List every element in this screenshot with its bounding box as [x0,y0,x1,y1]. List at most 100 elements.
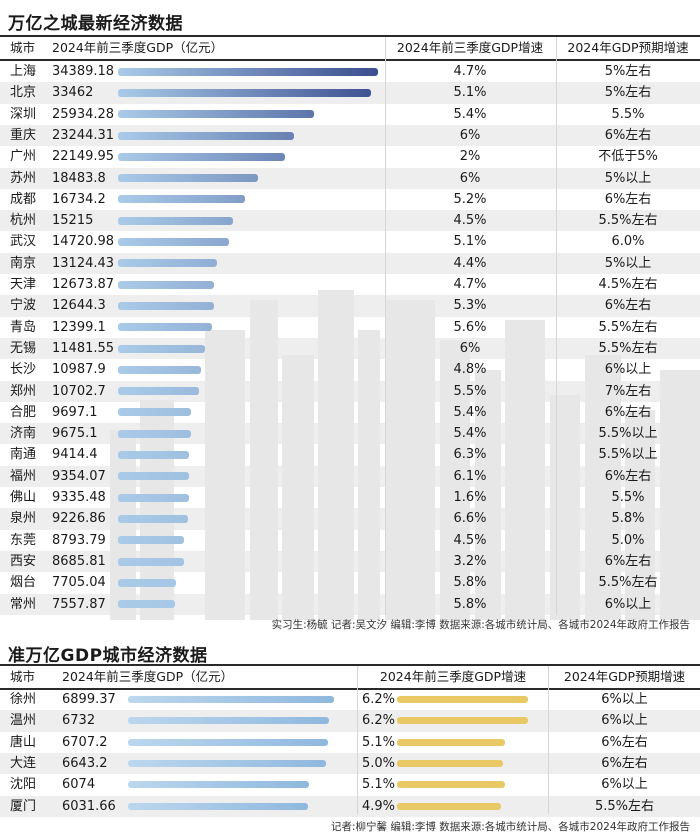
table-row: 福州 9354.07 6.1% 6%左右 [0,465,700,487]
table-row: 济南 9675.1 5.4% 5.5%以上 [0,423,700,445]
gdp-growth: 4.7% [453,64,487,79]
gdp-value: 11481.55 [52,340,115,356]
table-row: 泉州 9226.86 6.6% 5.8% [0,508,700,530]
city-name: 杭州 [10,213,37,229]
gdp-target: 5.5%左右 [594,798,655,814]
gdp-growth: 4.8% [453,362,487,378]
gdp-target: 5%以上 [604,170,652,186]
column-divider [385,37,386,615]
gdp-value: 9354.07 [52,468,106,484]
table-row: 天津 12673.87 4.7% 4.5%左右 [0,274,700,295]
growth-bar [397,717,528,725]
gdp-bar [118,88,371,97]
gdp-growth: 6.2% [362,713,396,729]
column-divider [357,666,358,814]
gdp-growth: 6.3% [453,447,487,463]
gdp-target: 4.5%左右 [598,277,658,292]
gdp-bar [118,578,177,587]
table-row: 唐山 6707.2 5.1% 6%左右 [0,732,700,753]
gdp-value: 15215 [52,213,94,229]
gdp-bar [118,472,189,481]
table-row: 北京 33462 5.1% 5%左右 [0,82,700,104]
gdp-value: 23244.31 [52,127,115,143]
gdp-growth: 5.1% [362,734,396,750]
city-name: 温州 [10,713,37,729]
section2-title: 准万亿GDP城市经济数据 [8,646,208,666]
gdp-value: 12399.1 [52,319,106,335]
gdp-value: 6074 [62,777,96,793]
section1-title: 万亿之城最新经济数据 [8,14,183,34]
gdp-bar [118,514,188,523]
city-name: 烟台 [10,575,37,591]
table-row: 西安 8685.81 3.2% 6%左右 [0,550,700,573]
col-city-header: 城市 [10,40,36,55]
table-row: 重庆 23244.31 6% 6%左右 [0,124,700,147]
growth-bar [397,738,505,746]
growth-bar [397,802,501,810]
gdp-value: 16734.2 [52,191,106,207]
gdp-bar [118,131,294,140]
gdp-bar [118,344,205,353]
gdp-target: 5.5%左右 [598,575,658,591]
header-top-rule [0,664,700,666]
gdp-target: 6%左右 [601,734,648,750]
gdp-target: 6%以上 [604,596,652,612]
table-row: 温州 6732 6.2% 6%以上 [0,710,700,732]
gdp-value: 6707.2 [62,734,108,750]
gdp-bar [118,557,184,566]
gdp-target: 5.5%左右 [598,213,658,229]
gdp-growth: 6% [459,340,481,356]
gdp-growth: 6% [459,127,481,143]
gdp-bar [128,717,329,725]
gdp-growth: 6.6% [453,511,487,527]
gdp-value: 33462 [52,85,94,101]
gdp-value: 8685.81 [52,553,106,569]
table-row: 宁波 12644.3 5.3% 6%左右 [0,295,700,317]
gdp-target: 6%以上 [601,692,648,707]
gdp-growth: 5.4% [453,426,487,442]
city-name: 东莞 [10,532,37,548]
gdp-growth: 4.9% [362,798,396,814]
city-name: 成都 [10,191,37,207]
table-row: 合肥 9697.1 5.4% 6%左右 [0,402,700,423]
city-name: 无锡 [10,340,37,356]
growth-bar [397,760,503,768]
gdp-target: 不低于5% [598,149,658,165]
gdp-growth: 5.5% [453,383,487,399]
gdp-growth: 4.7% [453,277,487,292]
column-divider [556,37,557,615]
gdp-growth: 6.2% [362,692,396,707]
gdp-bar [118,216,234,225]
city-name: 南京 [10,255,37,271]
table-row: 常州 7557.87 5.8% 6%以上 [0,593,700,615]
gdp-bar [118,238,230,247]
col-city-header: 城市 [10,669,36,684]
gdp-value: 6732 [62,713,96,729]
city-name: 北京 [10,85,37,101]
section1-footnote: 实习生:杨毓 记者:吴文汐 编辑:李博 数据来源:各城市统计局、各城市2024年… [271,619,690,631]
city-name: 武汉 [10,234,37,250]
col-gdp-header: 2024年前三季度GDP（亿元） [62,669,234,684]
table-row: 深圳 25934.28 5.4% 5.5% [0,104,700,125]
gdp-growth: 6.1% [453,468,487,484]
gdp-bar [118,365,202,374]
gdp-bar [118,323,212,332]
city-name: 天津 [10,277,37,292]
section2-footnote: 记者:柳宁馨 编辑:李博 数据来源:各城市统计局、各城市2024年政府工作报告 [330,821,690,833]
gdp-target: 6%左右 [601,755,648,771]
gdp-value: 9414.4 [52,447,98,463]
city-name: 佛山 [10,490,37,505]
gdp-bar [118,451,190,460]
city-name: 福州 [10,468,37,484]
gdp-growth: 5.1% [362,777,396,793]
gdp-target: 6%以上 [601,713,648,729]
gdp-growth: 5.2% [453,191,487,207]
table-row: 杭州 15215 4.5% 5.5%左右 [0,210,700,232]
table-row: 南通 9414.4 6.3% 5.5%以上 [0,444,700,465]
gdp-growth: 5.1% [453,234,487,250]
gdp-target: 6%左右 [604,298,652,314]
gdp-bar [128,760,327,768]
column-divider [548,666,549,814]
gdp-target: 6%以上 [604,362,652,378]
gdp-growth: 5.0% [362,755,396,771]
